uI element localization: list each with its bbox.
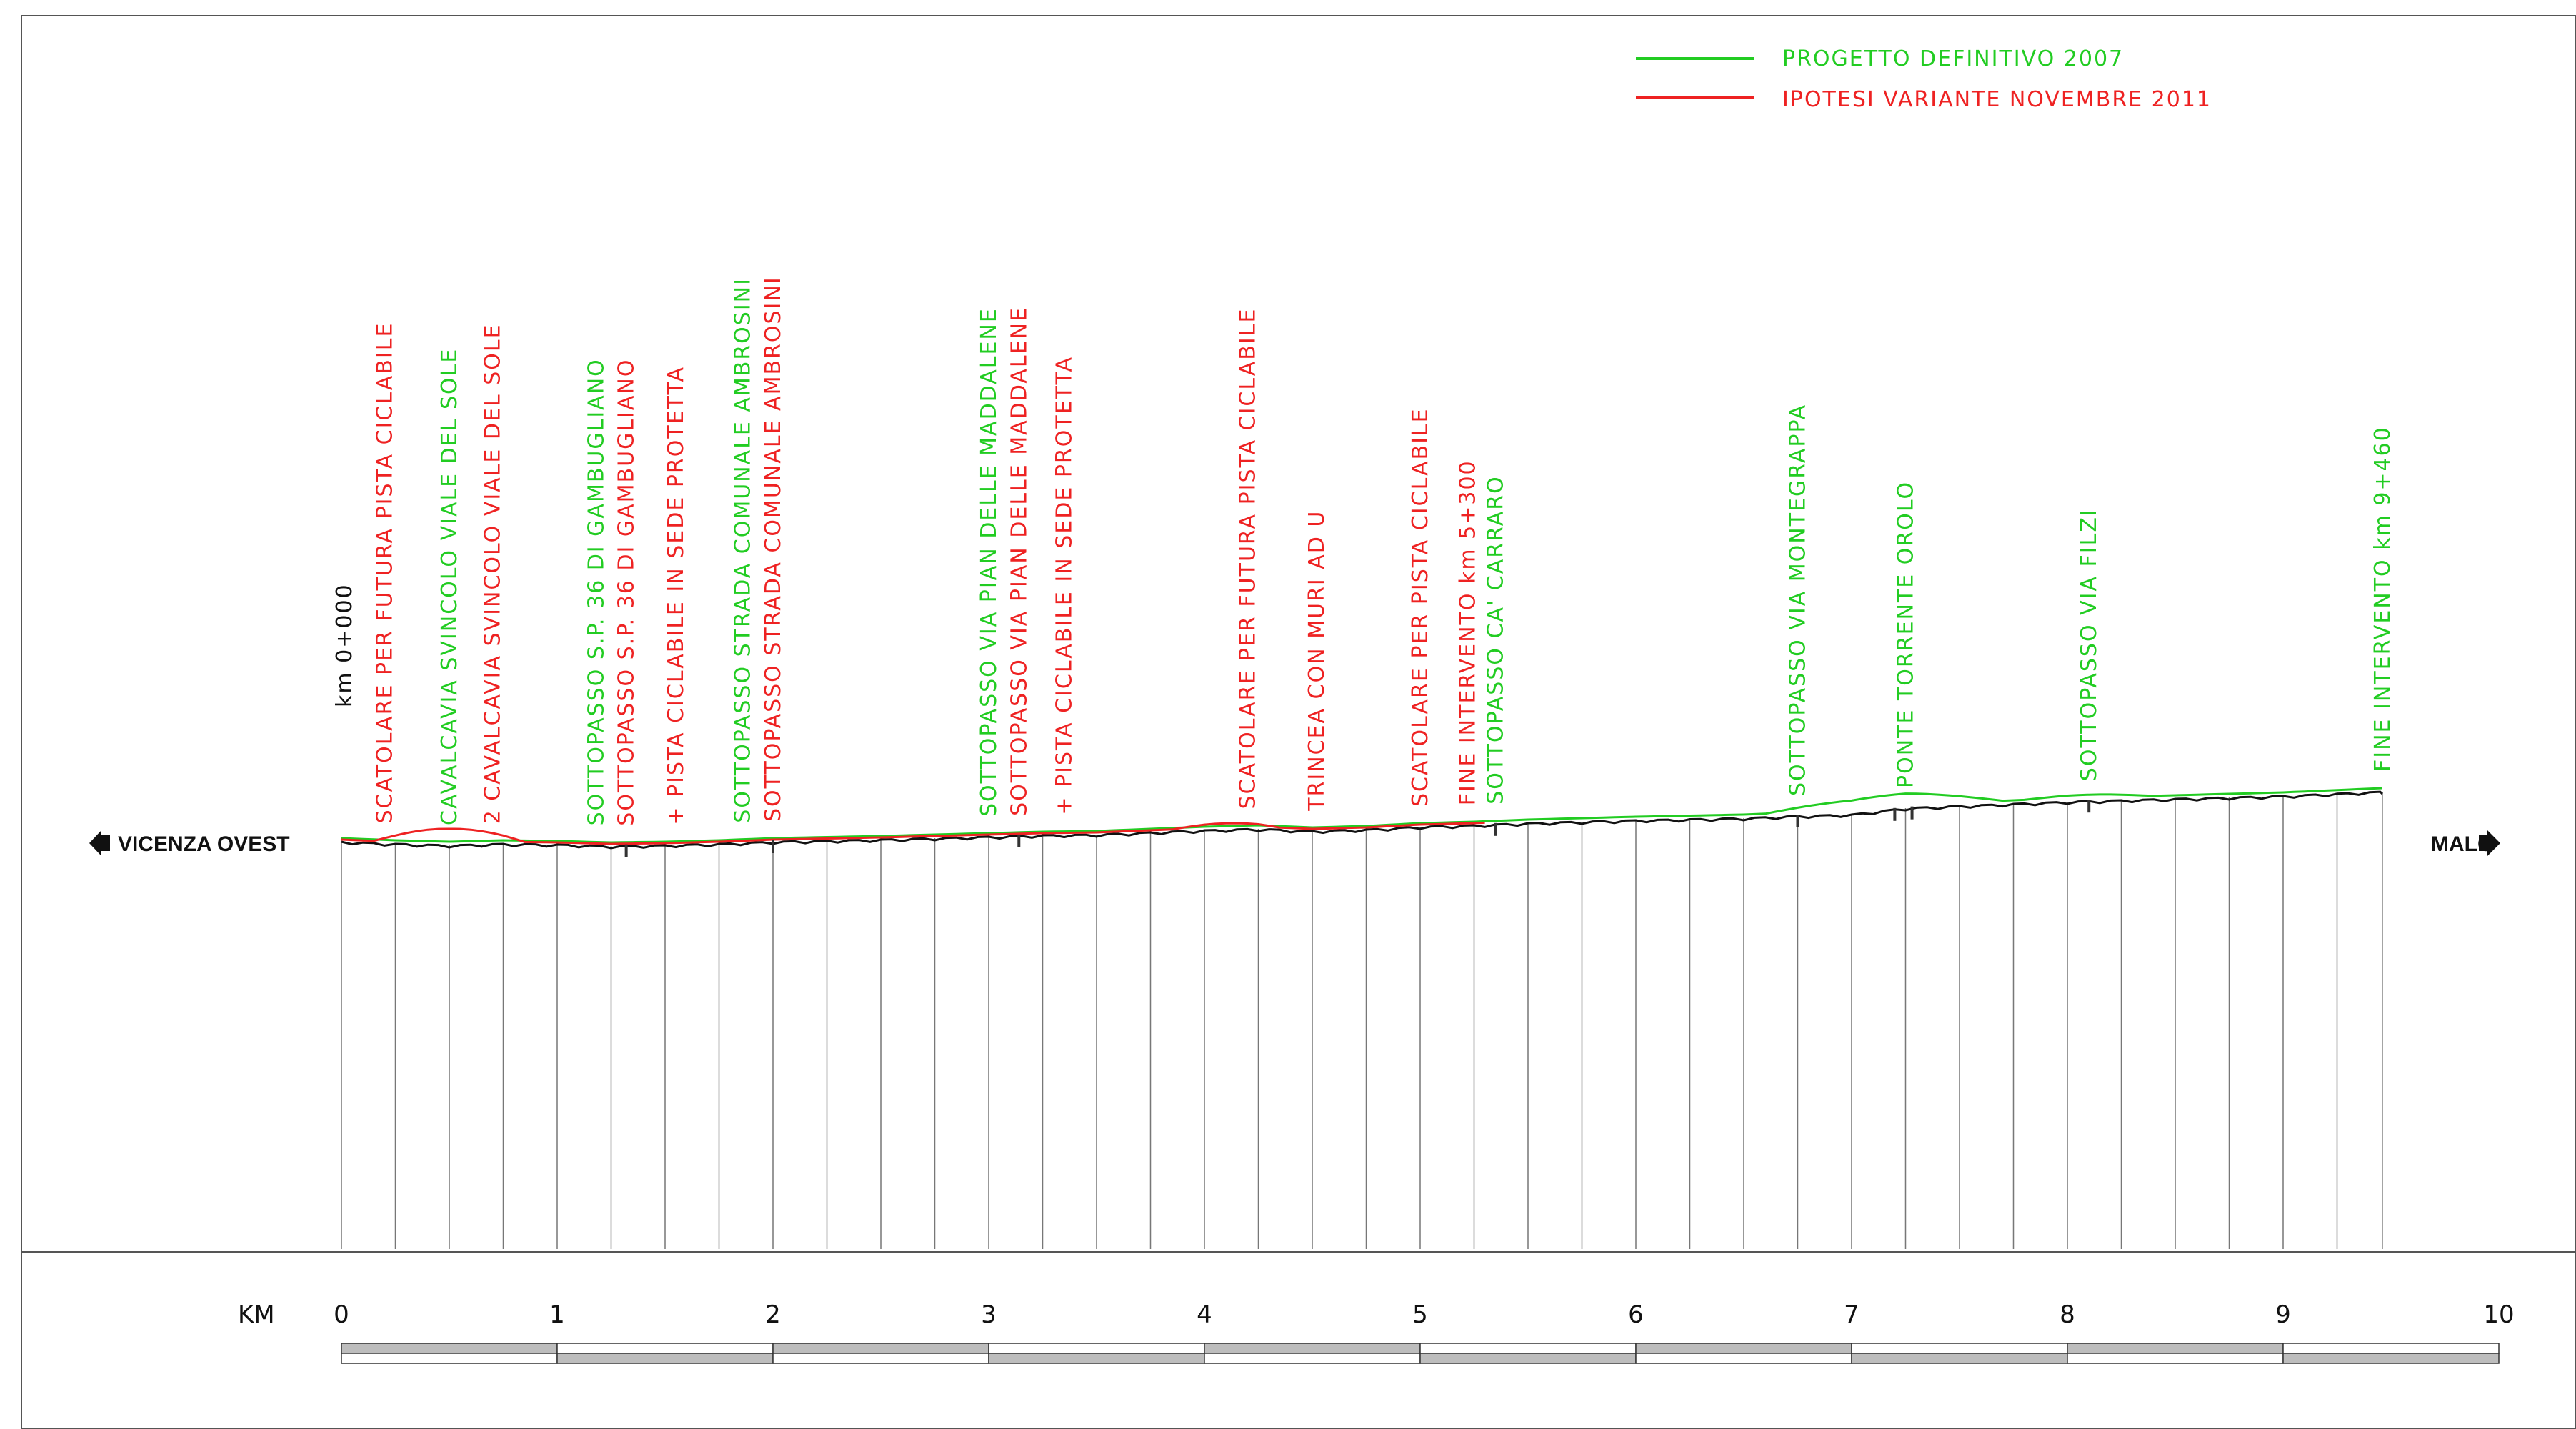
structure-mark xyxy=(624,844,628,857)
axis-tick-label: 7 xyxy=(1844,1300,1859,1329)
annotation-label: SOTTOPASSO S.P. 36 DI GAMBUGLIANO xyxy=(584,358,609,825)
annotation-label: SOTTOPASSO STRADA COMUNALE AMBROSINI xyxy=(761,276,786,822)
scale-bar-segment xyxy=(1635,1343,1852,1354)
scale-bar-segment xyxy=(2067,1343,2284,1354)
left-end-marker: VICENZA OVEST xyxy=(89,830,290,856)
structure-mark xyxy=(2087,800,2091,813)
scale-bar-segment xyxy=(1419,1343,1637,1354)
scale-bar-segment xyxy=(772,1353,989,1364)
left-end-label: VICENZA OVEST xyxy=(118,832,290,856)
profile-line-2011 xyxy=(341,821,1485,845)
scale-bar-segment xyxy=(1851,1353,2068,1364)
annotation-label: TRINCEA CON MURI AD U xyxy=(1304,510,1329,812)
axis-tick-label: 4 xyxy=(1197,1300,1212,1329)
axis-tick-label: 6 xyxy=(1628,1300,1644,1329)
scale-bar-segment xyxy=(988,1353,1205,1364)
start-chainage-label: km 0+000 xyxy=(332,583,357,707)
annotation-label: FINE INTERVENTO km 5+300 xyxy=(1455,459,1480,805)
axis-tick-label: 10 xyxy=(2483,1300,2514,1329)
right-end-marker: MALO xyxy=(2431,830,2500,856)
scale-bar-segment xyxy=(341,1343,558,1354)
annotation-label: SOTTOPASSO VIA FILZI xyxy=(2077,508,2102,781)
annotation-label: SOTTOPASSO VIA PIAN DELLE MADDALENE xyxy=(977,307,1002,817)
drawing-frame xyxy=(21,15,2576,1429)
scale-bar-segment xyxy=(1204,1343,1421,1354)
structure-mark xyxy=(1796,815,1799,827)
structure-mark xyxy=(1017,834,1021,847)
axis-tick-label: 8 xyxy=(2060,1300,2075,1329)
annotation-label: PONTE TORRENTE OROLO xyxy=(1894,481,1919,788)
legend-label-2007: PROGETTO DEFINITIVO 2007 xyxy=(1782,46,2124,71)
annotation-label: SOTTOPASSO CA' CARRARO xyxy=(1484,475,1509,805)
station-lines xyxy=(341,792,2383,1249)
annotation-label: SCATOLARE PER FUTURA PISTA CICLABILE xyxy=(1235,308,1260,810)
legend: PROGETTO DEFINITIVO 2007 IPOTESI VARIANT… xyxy=(1636,46,2212,112)
annotation-label: SOTTOPASSO VIA PIAN DELLE MADDALENE xyxy=(1007,307,1032,816)
ground-profile-line xyxy=(341,790,2383,850)
annotation-label: + PISTA CICLABILE IN SEDE PROTETTA xyxy=(664,366,689,825)
annotation-label: SCATOLARE PER PISTA CICLABILE xyxy=(1408,407,1433,807)
scale-bar-segment xyxy=(2282,1353,2500,1364)
scale-bar-segment xyxy=(556,1343,774,1354)
annotation-label: FINE INTERVENTO km 9+460 xyxy=(2370,426,2395,772)
scale-bar-segment xyxy=(988,1343,1205,1354)
annotation-label: + PISTA CICLABILE IN SEDE PROTETTA xyxy=(1052,356,1077,815)
left-arrow-icon xyxy=(89,830,101,856)
axis-tick-label: 9 xyxy=(2275,1300,2291,1329)
scale-bar-segment xyxy=(1635,1353,1852,1364)
scale-bar-segment xyxy=(1204,1353,1421,1364)
legend-label-2011: IPOTESI VARIANTE NOVEMBRE 2011 xyxy=(1782,87,2212,112)
scale-bar-segment xyxy=(2067,1353,2284,1364)
right-arrow-icon xyxy=(2487,830,2500,856)
scale-bar-segment xyxy=(1419,1353,1637,1364)
scale-bar-segment xyxy=(1851,1343,2068,1354)
scale-bar xyxy=(341,1343,2500,1364)
profile-line-2007 xyxy=(341,787,2382,844)
annotation-label: CAVALCAVIA SVINCOLO VIALE DEL SOLE xyxy=(437,348,462,825)
annotation-label: SCATOLARE PER FUTURA PISTA CICLABILE xyxy=(372,322,397,824)
annotation-label: SOTTOPASSO S.P. 36 DI GAMBUGLIANO xyxy=(614,359,639,826)
structure-marks xyxy=(624,800,2091,857)
axis-tick-label: 5 xyxy=(1412,1300,1428,1329)
annotation-label: SOTTOPASSO VIA MONTEGRAPPA xyxy=(1786,404,1811,796)
annotation-label: 2 CAVALCAVIA SVINCOLO VIALE DEL SOLE xyxy=(480,323,505,824)
structure-mark xyxy=(1893,807,1897,821)
scale-bar-segment xyxy=(556,1353,774,1364)
axis-tick-labels: 0 1 2 3 4 5 6 7 8 9 10 xyxy=(334,1300,2514,1329)
scale-bar-segment xyxy=(772,1343,989,1354)
annotation-labels: SCATOLARE PER FUTURA PISTA CICLABILE CAVA… xyxy=(372,276,2395,825)
scale-bar-segment xyxy=(341,1353,558,1364)
structure-mark xyxy=(772,840,774,853)
axis-tick-label: 3 xyxy=(981,1300,997,1329)
scale-bar-segment xyxy=(2282,1343,2500,1354)
structure-mark xyxy=(1494,822,1497,836)
structure-mark xyxy=(1910,806,1914,820)
axis-tick-label: 1 xyxy=(549,1300,565,1329)
annotation-label: SOTTOPASSO STRADA COMUNALE AMBROSINI xyxy=(731,277,756,823)
right-arrow-stem xyxy=(2479,835,2487,851)
axis-tick-label: 0 xyxy=(334,1300,349,1329)
axis-tick-label: 2 xyxy=(765,1300,781,1329)
axis-unit-label: KM xyxy=(238,1300,275,1329)
left-arrow-stem xyxy=(101,835,110,851)
